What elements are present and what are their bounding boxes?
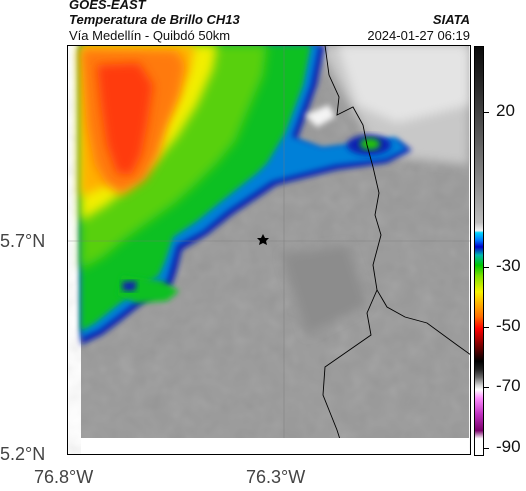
boundary-line — [324, 45, 471, 356]
colorbar-tickmark — [484, 387, 489, 388]
colorbar-tickmark — [484, 267, 489, 268]
colorbar-tickmark — [484, 448, 489, 449]
cold-cloud-top — [81, 45, 412, 345]
x-tick-label: 76.8°W — [34, 467, 94, 487]
colorbar-tick-label: -90 — [496, 437, 521, 456]
colorbar-tickmark — [484, 112, 489, 113]
colorbar-tick-label: -50 — [496, 316, 521, 335]
colorbar-tick-label: -30 — [496, 256, 521, 275]
colorbar-tickmark — [484, 327, 489, 328]
region-subtitle: Vía Medellín - Quibdó 50km — [69, 28, 231, 43]
satellite-title: GOES-EAST — [69, 0, 146, 12]
colorbar-tick-label: -70 — [496, 376, 521, 395]
datetime-label: 2024-01-27 06:19 — [367, 28, 470, 43]
brand-label: SIATA — [432, 12, 470, 27]
product-title: Temperatura de Brillo CH13 — [69, 12, 240, 27]
x-tick-label: 76.3°W — [246, 467, 306, 487]
y-tick-label: 5.7°N — [0, 231, 46, 251]
colorbar — [474, 46, 484, 456]
map-frame — [67, 45, 471, 455]
y-tick-label: 5.2°N — [0, 444, 46, 464]
ne-cloud-edge — [305, 105, 335, 127]
satellite-map — [67, 45, 471, 455]
colorbar-tick-label: 20 — [496, 101, 515, 120]
star-icon — [257, 234, 269, 245]
